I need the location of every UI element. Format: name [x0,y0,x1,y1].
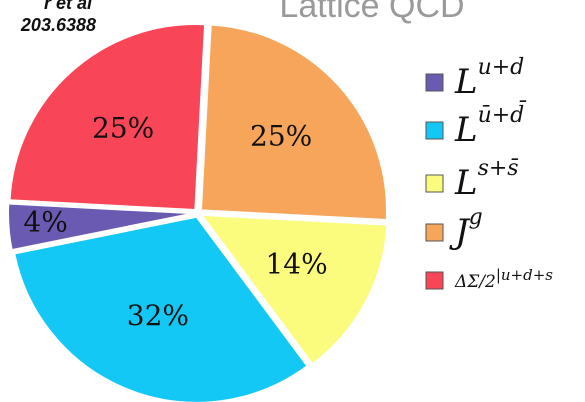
slice-label: 25% [250,120,312,153]
legend-label: Jg [449,205,483,252]
legend-swatch [425,223,444,242]
legend-base: ΔΣ/2 [454,272,496,292]
slice-label: 32% [127,299,189,332]
legend-sup: u+d [478,55,525,80]
legend-sup: |u+d+s [496,266,553,284]
slice-label: 4% [23,206,67,239]
legend-sup: g [469,205,483,230]
legend-label: ΔΣ/2|u+d+s [454,266,553,292]
legend-swatch [425,174,444,193]
pie-slice [199,213,389,366]
legend-base: L [454,62,478,102]
legend-label: Lu+d [454,55,524,102]
pie-slice [13,215,309,402]
legend-label: Lū+d̄ [454,100,527,150]
legend-swatch [425,121,444,140]
annotation: r et al [44,0,93,13]
legend-swatch [425,271,444,290]
legend-base: J [449,212,471,252]
pie-slice [8,23,207,212]
legend-base: L [454,110,478,150]
legend-sup: ū+d̄ [478,100,527,128]
slice-label: 14% [265,247,327,280]
legend-sup: s+s̄ [478,156,519,181]
pie-slice [7,202,195,252]
annotation: 203.6388 [20,15,96,35]
legend-swatch [425,73,444,92]
slice-label: 25% [92,111,154,144]
legend-base: L [454,163,478,203]
pie-slice [199,23,388,222]
chart-title: Lattice QCD [279,0,464,25]
legend-label: Ls+s̄ [454,156,519,203]
